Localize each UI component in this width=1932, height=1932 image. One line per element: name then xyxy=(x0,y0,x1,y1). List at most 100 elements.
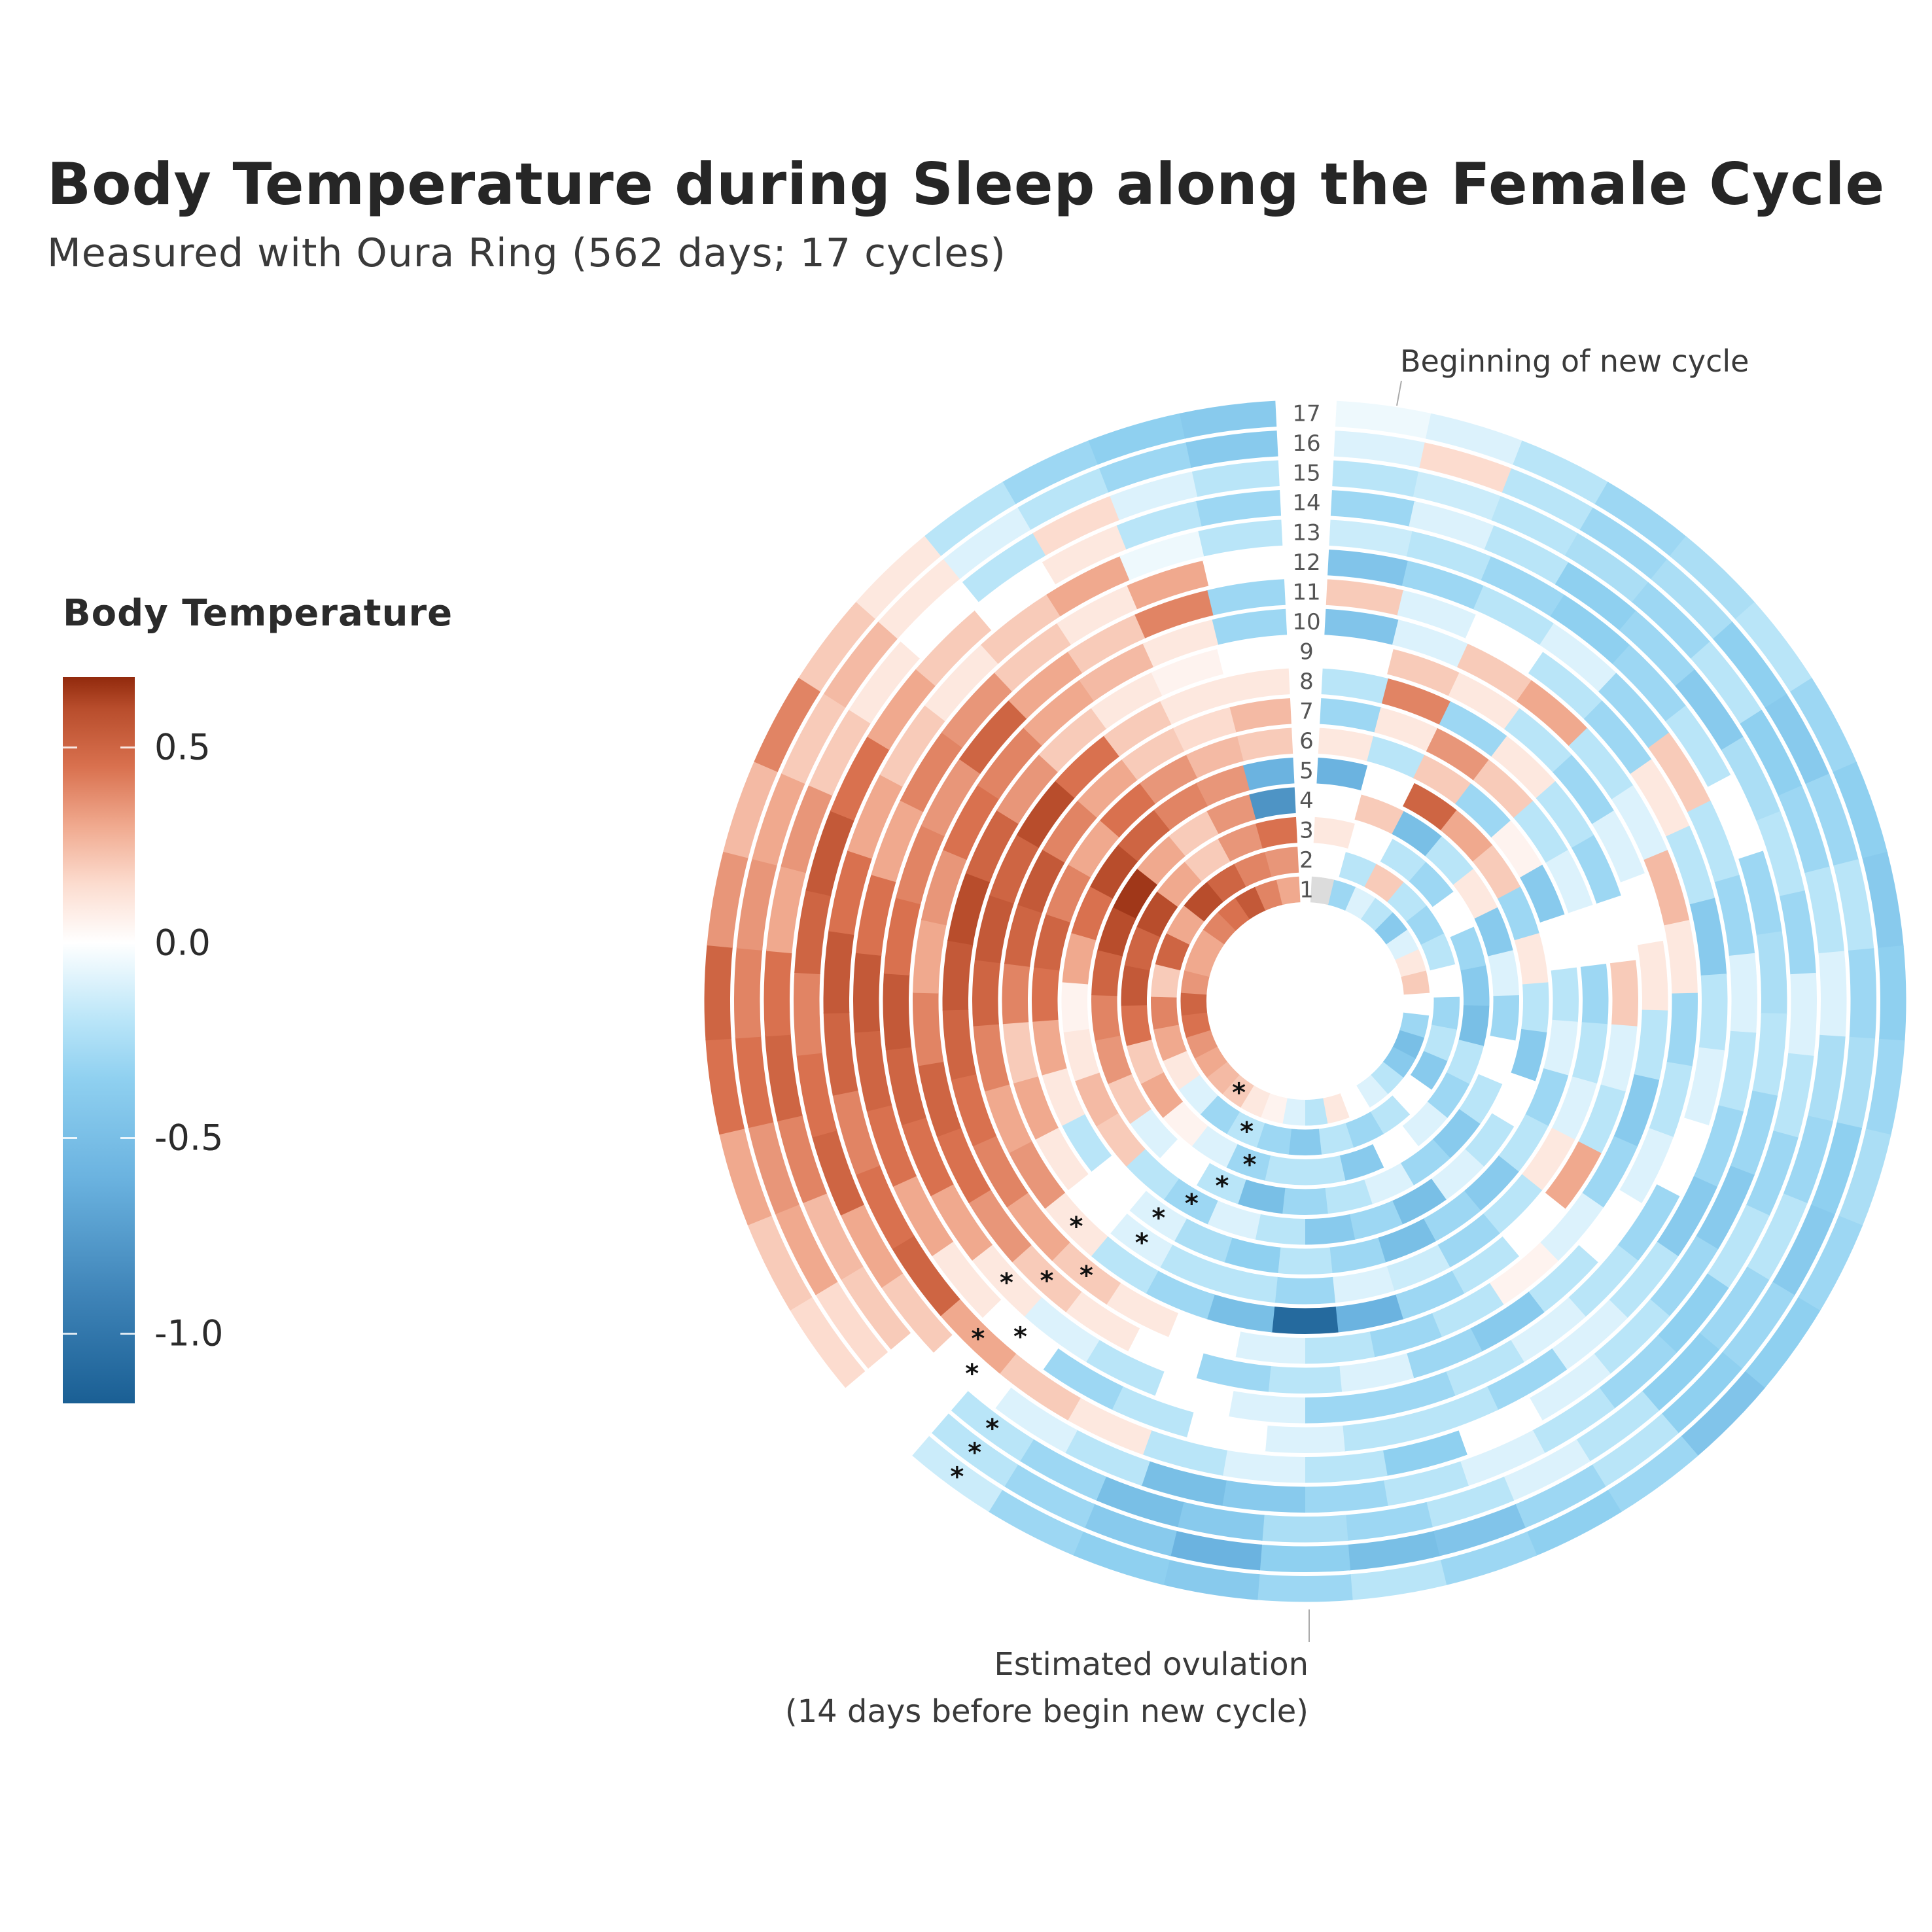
cell-cycle-11-day-11 xyxy=(1656,1117,1709,1197)
cell-cycle-3-day-27 xyxy=(1218,823,1263,862)
cell-cycle-4-day-11 xyxy=(1432,1109,1481,1159)
cell-cycle-12-day-19 xyxy=(1186,1412,1268,1452)
cell-cycle-16-day-37 xyxy=(1017,468,1110,530)
cell-cycle-16-day-27 xyxy=(775,1203,838,1295)
cell-cycle-1-day-4 xyxy=(1360,898,1394,931)
cell-cycle-15-day-35 xyxy=(900,581,980,659)
cell-cycle-2-day-12 xyxy=(1370,1095,1411,1134)
cell-cycle-8-day-21 xyxy=(1008,1140,1066,1209)
cell-cycle-9-day-25 xyxy=(942,940,974,1011)
cell-cycle-15-day-2 xyxy=(1413,471,1502,521)
cell-cycle-5-day-14 xyxy=(1349,1201,1403,1240)
cell-cycle-13-day-26 xyxy=(832,1089,881,1175)
cell-cycle-11-day-6 xyxy=(1630,759,1690,837)
cell-cycle-14-day-12 xyxy=(1746,1131,1799,1217)
cell-cycle-15-day-5 xyxy=(1632,582,1712,660)
cell-cycle-16-day-6 xyxy=(1713,622,1788,709)
cell-cycle-3-day-9 xyxy=(1446,1040,1484,1085)
cell-cycle-8-day-27 xyxy=(1016,780,1076,848)
cell-cycle-17-day-5 xyxy=(1669,536,1756,620)
cell-cycle-5-day-19 xyxy=(1126,1148,1180,1200)
cell-cycle-15-day-6 xyxy=(1691,641,1763,725)
cell-cycle-5-day-21 xyxy=(1074,1072,1119,1127)
ovulation-marker-cycle-8: * xyxy=(1070,1212,1083,1242)
cell-cycle-6-day-5 xyxy=(1491,820,1543,879)
cell-cycle-9-day-5 xyxy=(1553,754,1615,825)
cell-cycle-6-day-28 xyxy=(1100,782,1156,838)
cell-cycle-2-day-1 xyxy=(1312,847,1346,877)
cell-cycle-17-day-15 xyxy=(1680,1371,1765,1457)
cell-cycle-11-day-24 xyxy=(901,1116,954,1197)
cell-cycle-5-day-16 xyxy=(1254,1214,1305,1245)
cell-cycle-2-day-19 xyxy=(1178,1074,1218,1115)
cell-cycle-3-day-20 xyxy=(1126,1039,1164,1084)
cell-cycle-1-day-34 xyxy=(1276,876,1301,905)
cell-cycle-3-day-25 xyxy=(1157,861,1202,907)
cell-cycle-3-day-2 xyxy=(1348,823,1394,862)
cell-cycle-2-day-13 xyxy=(1345,1112,1384,1148)
cell-cycle-9-day-7 xyxy=(1620,873,1664,946)
cell-cycle-15-day-25 xyxy=(890,1331,968,1411)
cell-cycle-4-day-6 xyxy=(1474,907,1513,957)
cell-cycle-8-day-30 xyxy=(1160,678,1230,725)
cell-cycle-5-day-4 xyxy=(1440,810,1493,862)
cycle-label-4: 4 xyxy=(1299,788,1314,814)
cell-cycle-12-day-11 xyxy=(1693,1105,1744,1188)
cell-cycle-14-day-24 xyxy=(932,1333,1011,1409)
cell-cycle-17-day-18 xyxy=(1439,1531,1537,1586)
cell-cycle-9-day-17 xyxy=(1235,1331,1305,1364)
cell-cycle-10-day-16 xyxy=(1338,1353,1414,1392)
cell-cycle-3-day-19 xyxy=(1140,1072,1184,1118)
cell-cycle-8-day-20 xyxy=(1044,1192,1108,1257)
cell-cycle-14-day-31 xyxy=(805,809,855,896)
cell-cycle-13-day-34 xyxy=(1046,555,1131,617)
cell-cycle-16-day-17 xyxy=(1514,1464,1606,1529)
cell-cycle-8-day-23 xyxy=(973,1023,1010,1092)
annotation-bottom-line2: (14 days before begin new cycle) xyxy=(785,1693,1308,1730)
cell-cycle-6-day-31 xyxy=(1237,728,1293,762)
cell-cycle-5-day-22 xyxy=(1063,1028,1100,1081)
cycle-label-9: 9 xyxy=(1299,639,1314,665)
cell-cycle-8-day-16 xyxy=(1271,1307,1339,1334)
cell-cycle-15-day-11 xyxy=(1807,1034,1846,1123)
cell-cycle-14-day-17 xyxy=(1459,1430,1545,1486)
cell-cycle-6-day-15 xyxy=(1329,1237,1386,1274)
cell-cycle-17-day-2 xyxy=(1425,413,1524,466)
cell-cycle-8-day-6 xyxy=(1571,835,1622,905)
cell-cycle-8-day-10 xyxy=(1578,1084,1626,1154)
cell-cycle-14-day-37 xyxy=(1116,501,1203,550)
cell-cycle-13-day-36 xyxy=(1198,519,1283,557)
ovulation-marker-cycle-17: * xyxy=(950,1462,964,1492)
cell-cycle-15-day-8 xyxy=(1778,785,1831,875)
cell-cycle-16-day-15 xyxy=(1660,1352,1743,1434)
cell-cycle-5-day-15 xyxy=(1305,1214,1356,1245)
cell-cycle-5-day-8 xyxy=(1521,982,1549,1033)
cell-cycle-12-day-23 xyxy=(931,1240,1002,1318)
cell-cycle-15-day-1 xyxy=(1332,460,1420,497)
cell-cycle-14-day-10 xyxy=(1788,972,1817,1057)
cell-cycle-9-day-21 xyxy=(1006,1191,1070,1261)
cell-cycle-13-day-27 xyxy=(823,1011,858,1096)
cell-cycle-13-day-7 xyxy=(1708,775,1764,860)
cell-cycle-16-day-33 xyxy=(781,692,847,784)
cell-cycle-15-day-21 xyxy=(1176,1502,1265,1541)
cell-cycle-4-day-24 xyxy=(1097,907,1136,957)
cell-cycle-16-day-5 xyxy=(1651,559,1734,641)
cell-cycle-1-day-31 xyxy=(1218,898,1250,931)
cell-cycle-14-day-2 xyxy=(1409,501,1496,550)
cell-cycle-14-day-23 xyxy=(994,1386,1078,1453)
cell-cycle-10-day-12 xyxy=(1578,1189,1642,1263)
cell-cycle-4-day-23 xyxy=(1091,949,1123,996)
cycle-label-2: 2 xyxy=(1299,847,1314,873)
cell-cycle-3-day-18 xyxy=(1163,1101,1208,1147)
cell-cycle-17-day-17 xyxy=(1525,1490,1622,1556)
ovulation-marker-cycle-11: * xyxy=(1000,1268,1013,1298)
cell-cycle-16-day-24 xyxy=(930,1413,1019,1487)
legend-tick-mark xyxy=(120,746,135,749)
cell-cycle-4-day-10 xyxy=(1458,1074,1503,1125)
cell-cycle-9-day-26 xyxy=(947,872,991,945)
cell-cycle-1-day-22 xyxy=(1206,1061,1240,1095)
cell-cycle-7-day-8 xyxy=(1580,963,1609,1025)
cell-cycle-4-day-16 xyxy=(1237,1179,1286,1214)
cell-cycle-13-day-2 xyxy=(1406,531,1492,581)
